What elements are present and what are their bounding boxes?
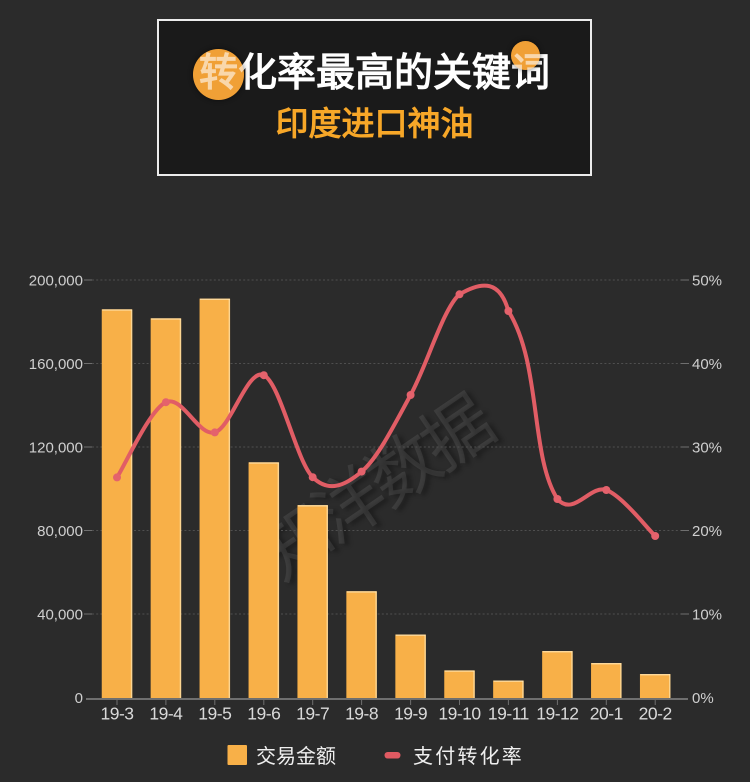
svg-text:120,000: 120,000: [29, 440, 83, 457]
svg-text:交易金额: 交易金额: [256, 745, 336, 768]
svg-text:40,000: 40,000: [37, 607, 83, 624]
svg-text:80,000: 80,000: [37, 523, 83, 540]
svg-text:19-11: 19-11: [488, 704, 529, 724]
svg-text:0: 0: [75, 690, 83, 707]
svg-text:19-10: 19-10: [438, 704, 481, 724]
svg-text:10%: 10%: [692, 607, 722, 624]
svg-text:19-3: 19-3: [100, 704, 133, 724]
svg-text:20-1: 20-1: [590, 704, 623, 724]
svg-text:19-9: 19-9: [394, 704, 427, 724]
svg-text:19-8: 19-8: [345, 704, 378, 724]
svg-text:19-12: 19-12: [536, 704, 578, 724]
svg-text:19-4: 19-4: [149, 704, 183, 724]
svg-text:19-6: 19-6: [247, 704, 280, 724]
svg-text:40%: 40%: [692, 356, 722, 373]
svg-text:20-2: 20-2: [639, 704, 672, 724]
svg-text:200,000: 200,000: [29, 273, 83, 290]
svg-text:0%: 0%: [692, 690, 714, 707]
svg-text:支付转化率: 支付转化率: [413, 745, 524, 768]
svg-text:50%: 50%: [692, 273, 722, 290]
svg-text:160,000: 160,000: [29, 356, 83, 373]
svg-text:19-7: 19-7: [296, 704, 329, 724]
svg-text:19-5: 19-5: [198, 704, 231, 724]
svg-text:20%: 20%: [692, 523, 722, 540]
svg-text:30%: 30%: [692, 440, 722, 457]
